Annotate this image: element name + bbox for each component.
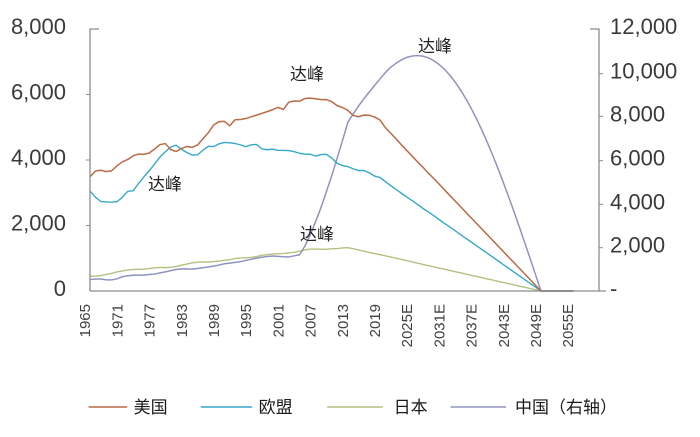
svg-text:8,000: 8,000 — [610, 101, 665, 126]
svg-text:6,000: 6,000 — [11, 80, 66, 105]
svg-text:1971: 1971 — [109, 304, 126, 337]
svg-text:2,000: 2,000 — [11, 211, 66, 236]
svg-text:1995: 1995 — [238, 304, 255, 337]
svg-text:4,000: 4,000 — [11, 145, 66, 170]
svg-text:-: - — [610, 276, 617, 301]
svg-text:2019: 2019 — [367, 304, 384, 337]
svg-text:2037E: 2037E — [464, 304, 481, 347]
svg-text:2055E: 2055E — [560, 304, 577, 347]
svg-text:达峰: 达峰 — [300, 225, 334, 244]
svg-text:达峰: 达峰 — [148, 175, 182, 194]
svg-text:美国: 美国 — [134, 398, 168, 417]
svg-text:12,000: 12,000 — [610, 14, 677, 39]
svg-text:2043E: 2043E — [496, 304, 513, 347]
svg-text:日本: 日本 — [394, 398, 428, 417]
svg-text:1965: 1965 — [77, 304, 94, 337]
svg-text:2049E: 2049E — [528, 304, 545, 347]
svg-text:4,000: 4,000 — [610, 189, 665, 214]
svg-text:10,000: 10,000 — [610, 59, 677, 84]
svg-text:1983: 1983 — [174, 304, 191, 337]
svg-text:2,000: 2,000 — [610, 233, 665, 258]
svg-text:欧盟: 欧盟 — [259, 398, 293, 417]
svg-text:中国（右轴）: 中国（右轴） — [515, 398, 617, 417]
svg-text:0: 0 — [54, 276, 66, 301]
svg-text:2025E: 2025E — [399, 304, 416, 347]
svg-text:1989: 1989 — [206, 304, 223, 337]
svg-text:2007: 2007 — [303, 304, 320, 337]
svg-text:8,000: 8,000 — [11, 14, 66, 39]
svg-text:1977: 1977 — [142, 304, 159, 337]
svg-text:2031E: 2031E — [431, 304, 448, 347]
svg-text:2013: 2013 — [335, 304, 352, 337]
svg-text:达峰: 达峰 — [290, 65, 324, 84]
svg-text:达峰: 达峰 — [418, 37, 452, 56]
svg-text:2001: 2001 — [270, 304, 287, 337]
svg-text:6,000: 6,000 — [610, 146, 665, 171]
